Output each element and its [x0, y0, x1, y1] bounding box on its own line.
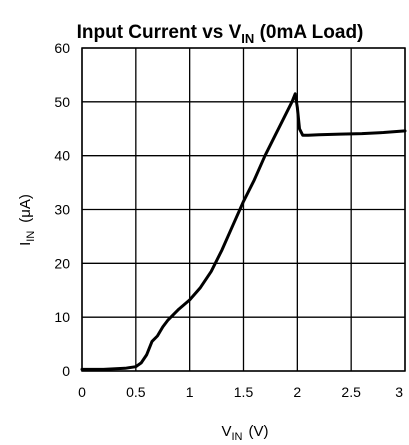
chart-title: Input Current vs VIN (0mA Load): [77, 22, 364, 46]
x-tick-label: 2: [293, 384, 301, 400]
y-axis-label: IIN(μA): [17, 194, 37, 246]
y-tick-label: 60: [54, 40, 70, 56]
x-tick-label: 0: [78, 384, 86, 400]
x-tick-label: 2.5: [341, 384, 361, 400]
series-line: [80, 92, 407, 371]
x-tick-label: 1.5: [234, 384, 254, 400]
y-tick-label: 30: [54, 202, 70, 218]
x-tick-label: 3: [395, 384, 403, 400]
x-tick-label: 1: [186, 384, 194, 400]
y-tick-label: 20: [54, 255, 70, 271]
y-tick-label: 10: [54, 309, 70, 325]
x-axis-label: VIN (V): [221, 423, 268, 443]
y-tick-label: 0: [62, 363, 70, 379]
grid: [81, 47, 406, 372]
plot-frame: [81, 47, 406, 372]
y-tick-label: 40: [54, 148, 70, 164]
y-tick-label: 50: [54, 94, 70, 110]
x-tick-label: 0.5: [126, 384, 146, 400]
